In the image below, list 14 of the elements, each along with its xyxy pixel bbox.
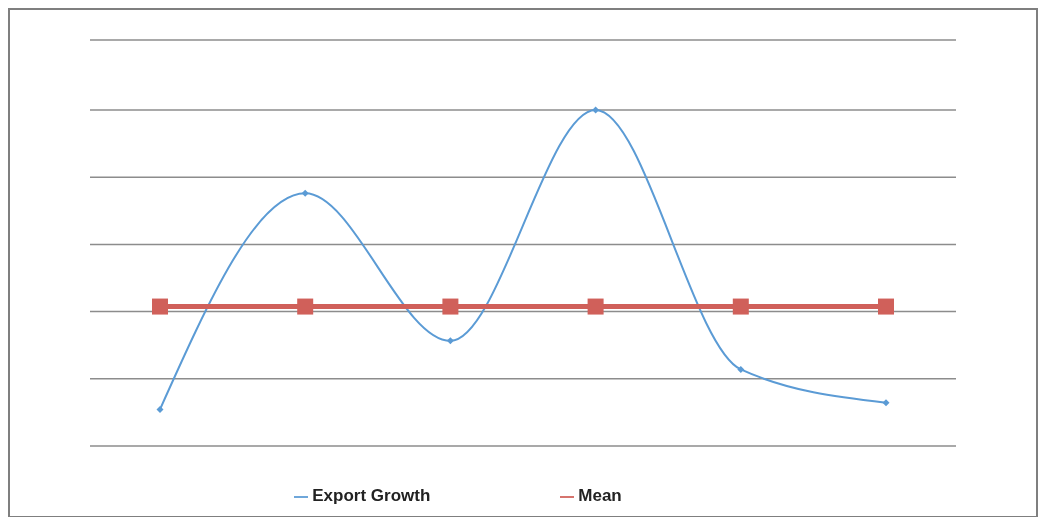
point (882, 399, 890, 407)
point (152, 298, 168, 315)
point (737, 365, 745, 373)
point (592, 106, 600, 114)
legend-label: Export Growth (312, 486, 431, 505)
point (587, 298, 604, 315)
point (301, 189, 309, 197)
point (878, 298, 894, 315)
point (732, 298, 749, 315)
point (297, 298, 314, 315)
legend-label: Mean (578, 486, 622, 505)
point (446, 337, 454, 345)
point (156, 405, 164, 413)
point (442, 298, 459, 315)
